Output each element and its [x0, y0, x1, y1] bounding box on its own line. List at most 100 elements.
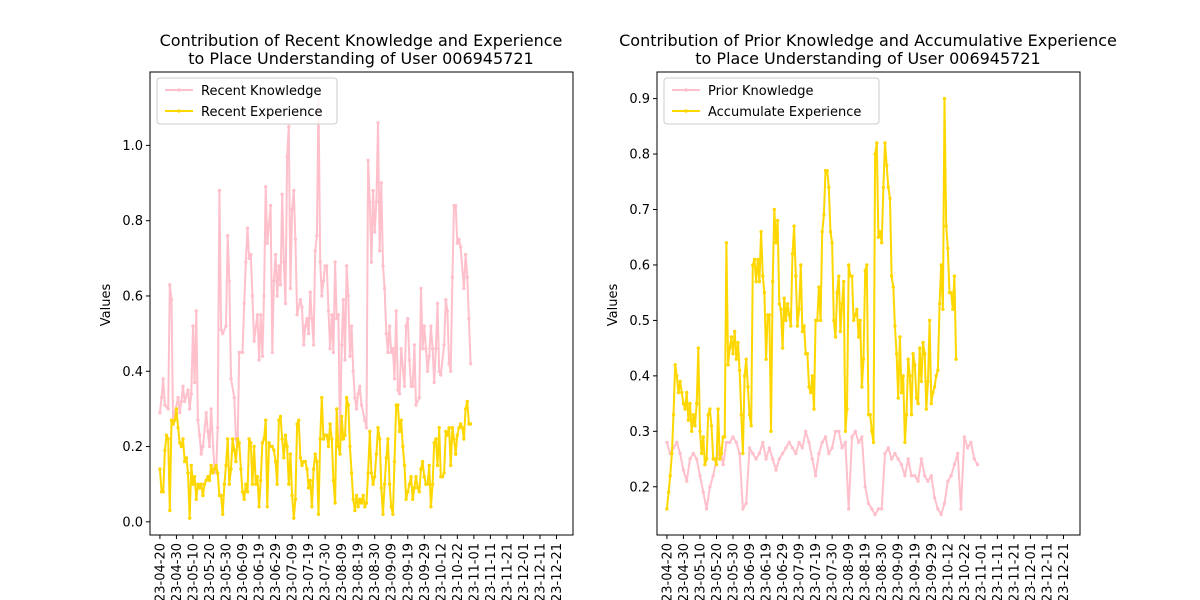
right-data-point	[734, 440, 738, 445]
left-x-tick-label: 2023-12-21	[550, 543, 565, 600]
left-data-point	[229, 377, 233, 381]
left-data-point	[435, 463, 440, 468]
left-data-point	[325, 433, 329, 437]
left-data-point	[283, 433, 288, 437]
right-data-point	[893, 451, 897, 456]
left-data-point	[302, 343, 306, 347]
left-data-point	[273, 459, 278, 464]
right-data-point	[675, 374, 679, 378]
left-data-point	[219, 493, 223, 498]
right-data-point	[807, 440, 811, 445]
right-data-point	[718, 457, 722, 461]
left-data-point	[219, 328, 223, 332]
right-data-point	[809, 390, 813, 395]
left-axes-frame	[149, 71, 574, 536]
left-data-point	[237, 441, 241, 445]
left-data-point	[310, 316, 314, 321]
right-data-point	[668, 474, 672, 478]
right-x-tick-label: 2023-09-29	[925, 543, 940, 600]
left-data-point	[458, 245, 463, 249]
left-data-point	[173, 418, 177, 422]
left-data-point	[336, 444, 341, 449]
left-data-point	[292, 188, 296, 193]
left-data-point	[434, 437, 438, 441]
right-data-point	[898, 335, 902, 339]
left-data-point	[168, 283, 172, 287]
left-x-tick-label: 2023-10-22	[451, 543, 466, 600]
right-data-point	[942, 96, 947, 101]
right-data-point	[708, 407, 712, 411]
right-data-point	[767, 313, 772, 317]
right-data-point	[739, 413, 743, 417]
left-data-point	[298, 456, 303, 460]
left-data-point	[335, 407, 339, 411]
left-data-point	[189, 463, 193, 468]
right-y-tick-label: 0.3	[629, 425, 650, 440]
left-x-tick-label: 2023-07-09	[286, 543, 301, 600]
right-data-point	[923, 352, 927, 356]
left-data-point	[277, 264, 281, 268]
left-data-point	[348, 444, 352, 449]
right-data-point	[939, 512, 943, 517]
right-data-point	[972, 457, 976, 461]
right-data-point	[825, 169, 829, 173]
left-data-point	[326, 444, 331, 449]
left-plot-area	[158, 94, 473, 520]
left-data-point	[188, 407, 192, 411]
right-data-point	[856, 335, 861, 339]
right-x-tick-label: 2023-08-30	[875, 543, 890, 600]
left-data-point	[333, 501, 337, 505]
left-data-point	[379, 181, 383, 185]
left-data-point	[356, 392, 360, 396]
left-data-point	[358, 497, 362, 501]
right-data-point	[873, 512, 877, 517]
left-data-point	[358, 384, 362, 388]
right-data-point	[858, 318, 862, 323]
right-data-point	[678, 379, 682, 384]
left-x-tick-label: 2023-12-01	[517, 543, 532, 600]
left-data-point	[429, 324, 433, 328]
left-data-point	[224, 463, 228, 468]
left-data-point	[214, 463, 218, 468]
left-data-point	[321, 279, 326, 283]
left-data-point	[169, 418, 174, 422]
right-data-point	[787, 313, 791, 317]
left-data-point	[455, 433, 459, 437]
right-data-point	[746, 385, 750, 389]
left-data-point	[168, 508, 172, 513]
right-data-point	[843, 429, 848, 433]
right-data-point	[757, 451, 762, 456]
left-data-point	[178, 411, 182, 415]
right-data-point	[832, 318, 836, 323]
left-data-point	[211, 471, 215, 475]
left-data-point	[159, 395, 164, 400]
right-data-point	[924, 407, 928, 411]
left-data-point	[192, 475, 197, 479]
right-data-point	[916, 401, 920, 406]
right-x-tick-label: 2023-11-11	[991, 543, 1006, 600]
right-data-point	[734, 357, 738, 361]
right-data-point	[716, 407, 720, 411]
left-data-point	[373, 475, 377, 479]
right-data-point	[932, 496, 937, 500]
right-data-point	[883, 451, 887, 456]
left-data-point	[293, 237, 298, 242]
right-chart-title-line-1: Contribution of Prior Knowledge and Accu…	[619, 31, 1117, 50]
left-data-point	[240, 490, 245, 494]
right-data-point	[860, 385, 864, 389]
right-data-point	[800, 329, 805, 334]
right-data-point	[693, 424, 697, 428]
right-data-point	[736, 340, 740, 345]
left-data-point	[273, 252, 278, 257]
right-data-point	[805, 352, 810, 356]
right-x-tick-label: 2023-07-09	[793, 543, 808, 600]
left-data-point	[197, 486, 202, 490]
right-y-tick-label: 0.8	[629, 148, 650, 163]
right-data-point	[790, 446, 795, 450]
right-x-tick-label: 2023-06-29	[776, 543, 791, 600]
left-data-point	[359, 403, 364, 407]
left-data-point	[227, 482, 231, 486]
left-data-point	[374, 452, 379, 456]
left-data-point	[272, 279, 276, 283]
